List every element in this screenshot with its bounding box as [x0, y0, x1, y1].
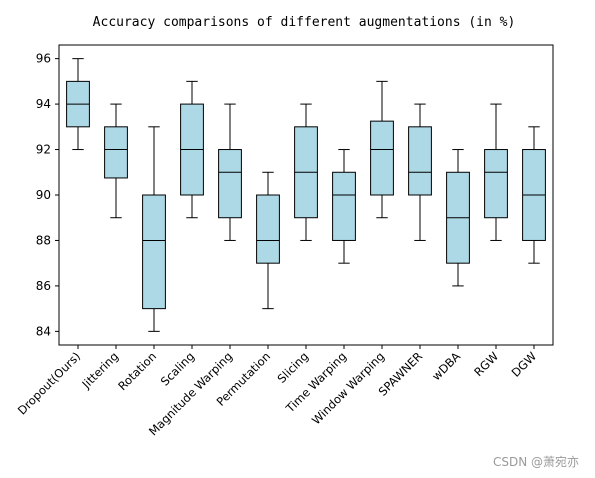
- box-group: [180, 80, 204, 219]
- box-group: [370, 80, 394, 219]
- box-iqr: [370, 120, 394, 196]
- x-tick-label: Rotation: [115, 349, 159, 393]
- x-tick-label: Jittering: [79, 349, 122, 392]
- box-group: [446, 149, 470, 287]
- y-tick-label: 92: [36, 143, 51, 157]
- y-tick-label: 84: [36, 324, 51, 338]
- box-iqr: [332, 171, 356, 241]
- box-group: [332, 149, 356, 264]
- y-tick-label: 94: [36, 97, 51, 111]
- y-tick-label: 86: [36, 279, 51, 293]
- box-group: [294, 103, 318, 241]
- y-tick-label: 88: [36, 233, 51, 247]
- chart-title: Accuracy comparisons of different augmen…: [93, 15, 516, 30]
- box-group: [484, 103, 508, 241]
- x-tick-label: Dropout(Ours): [15, 349, 83, 417]
- box-iqr: [104, 126, 128, 179]
- box-group: [522, 126, 546, 264]
- x-tick-label: Slicing: [274, 349, 311, 386]
- box-iqr: [408, 126, 432, 196]
- y-tick-label: 96: [36, 52, 51, 66]
- box-group: [104, 103, 128, 219]
- plot-area: [58, 44, 554, 346]
- x-axis: Dropout(Ours)JitteringRotationScalingMag…: [15, 345, 539, 438]
- box-group: [218, 103, 242, 241]
- box-iqr: [256, 194, 280, 264]
- box-group: [66, 58, 90, 151]
- x-tick-label: DGW: [509, 349, 540, 380]
- x-tick-label: RGW: [471, 349, 501, 379]
- y-tick-label: 90: [36, 188, 51, 202]
- box-iqr: [484, 149, 508, 219]
- watermark-text: CSDN @萧宛亦: [493, 454, 579, 469]
- box-group: [408, 103, 432, 241]
- box-iqr: [142, 194, 166, 310]
- box-group: [142, 126, 166, 332]
- box-iqr: [218, 149, 242, 219]
- box-group: [256, 171, 280, 310]
- y-axis: 84 86 88 90 92 94 96: [36, 52, 59, 338]
- x-tick-label: wDBA: [429, 349, 463, 383]
